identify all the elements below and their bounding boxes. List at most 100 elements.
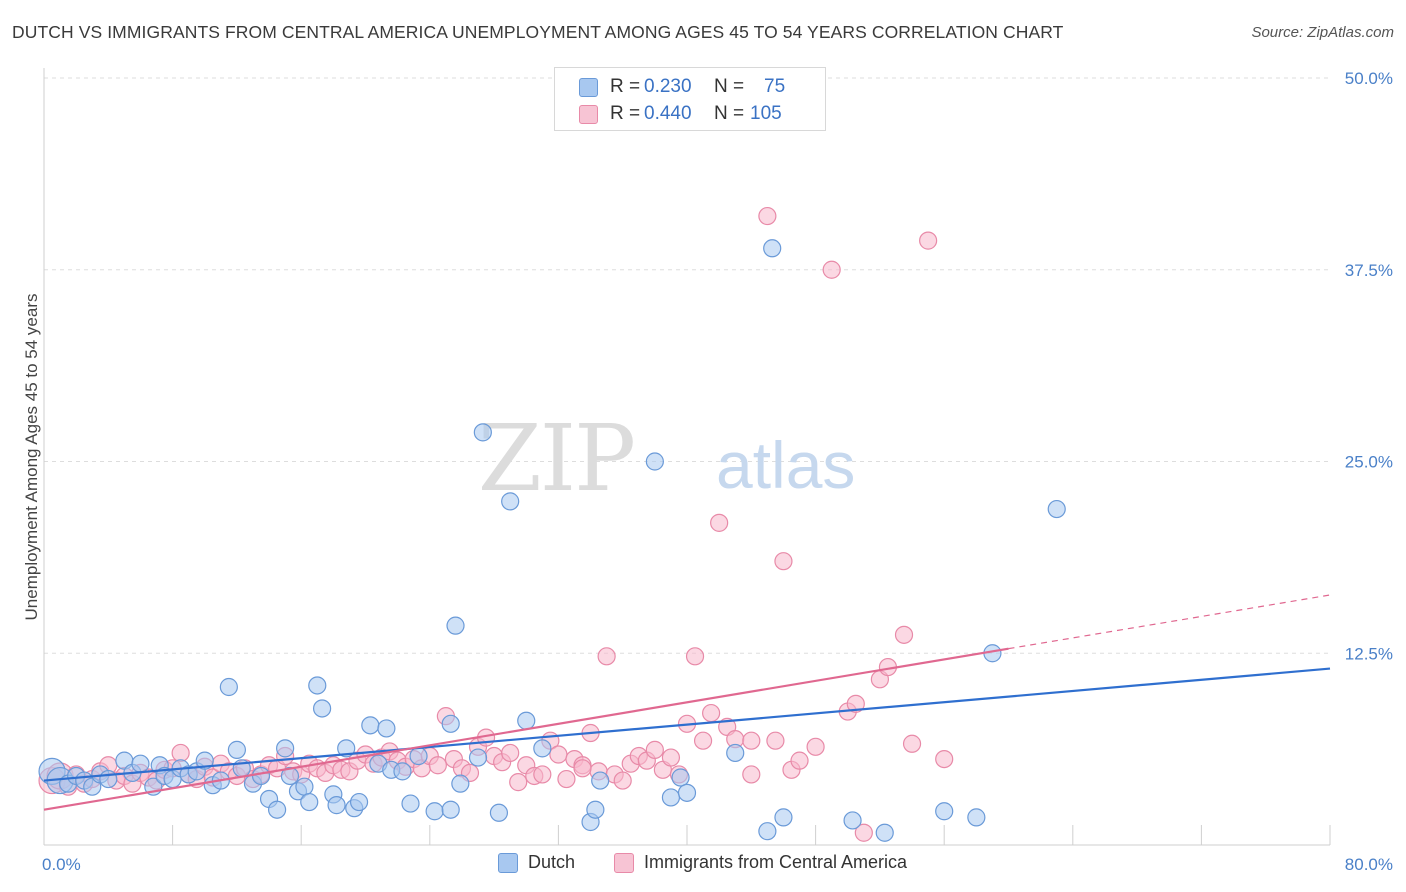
- dutch-point-27[interactable]: [267, 800, 287, 819]
- legend-row-ca: R = 0.440 N = 105: [579, 101, 782, 127]
- axes: [43, 68, 1331, 846]
- ca-point-86[interactable]: [742, 731, 761, 750]
- ca-point-100[interactable]: [919, 231, 938, 250]
- dutch-point-22[interactable]: [227, 740, 246, 759]
- source-note: Source: ZipAtlas.com: [1251, 24, 1394, 41]
- legend-item-ca[interactable]: Immigrants from Central America: [614, 852, 907, 873]
- dutch-point-66[interactable]: [758, 822, 777, 841]
- dutch-point-32[interactable]: [300, 792, 319, 812]
- dutch-point-10[interactable]: [131, 754, 150, 773]
- dutch-point-71[interactable]: [935, 802, 954, 821]
- ca-point-82[interactable]: [702, 703, 721, 723]
- watermark-atlas: atlas: [716, 428, 855, 502]
- ca-point-63[interactable]: [549, 745, 568, 764]
- ca-point-91[interactable]: [806, 737, 825, 756]
- dutch-point-72[interactable]: [967, 808, 986, 827]
- trend-line-ca: [43, 647, 1009, 811]
- dutch-point-49[interactable]: [446, 616, 465, 635]
- ca-point-75[interactable]: [645, 740, 664, 759]
- legend-r-label: R =: [610, 103, 641, 124]
- dutch-point-64[interactable]: [677, 783, 697, 802]
- legend-item-dutch[interactable]: Dutch: [498, 852, 575, 873]
- x-tick-label-max: 80.0%: [1345, 855, 1393, 874]
- dutch-point-69[interactable]: [843, 811, 862, 830]
- series-dutch-points: [38, 239, 1066, 842]
- dutch-point-67[interactable]: [763, 239, 782, 258]
- watermark: ZIP atlas: [478, 405, 856, 512]
- dutch-point-57[interactable]: [533, 739, 552, 758]
- ca-point-71[interactable]: [613, 771, 632, 790]
- ca-point-48[interactable]: [428, 756, 447, 775]
- dutch-point-39[interactable]: [349, 792, 369, 812]
- ca-point-95[interactable]: [854, 823, 873, 842]
- y-tick-label-0: 12.5%: [1345, 644, 1393, 663]
- dutch-point-40[interactable]: [361, 716, 380, 735]
- dutch-point-34[interactable]: [312, 699, 332, 718]
- ca-point-102[interactable]: [790, 751, 809, 770]
- ca-point-16[interactable]: [171, 743, 190, 763]
- ca-point-98[interactable]: [894, 625, 914, 644]
- legend-n-label: N =: [714, 103, 745, 124]
- trend-line-dutch: [43, 667, 1331, 782]
- dutch-point-33[interactable]: [308, 676, 327, 695]
- ca-point-103[interactable]: [573, 759, 592, 778]
- dutch-point-55[interactable]: [501, 492, 520, 511]
- dutch-point-44[interactable]: [393, 762, 412, 781]
- dutch-point-59[interactable]: [586, 800, 605, 819]
- ca-point-81[interactable]: [693, 731, 713, 750]
- ca-point-104[interactable]: [742, 765, 761, 784]
- ca-point-58[interactable]: [509, 773, 528, 792]
- ca-point-64[interactable]: [557, 769, 576, 789]
- ca-point-99[interactable]: [902, 734, 922, 753]
- y-axis-label: Unemployment Among Ages 45 to 54 years: [22, 294, 41, 621]
- dutch-point-42[interactable]: [377, 719, 396, 738]
- dutch-point-65[interactable]: [726, 743, 745, 763]
- dutch-point-52[interactable]: [468, 748, 488, 767]
- dutch-point-56[interactable]: [517, 711, 536, 730]
- ca-point-89[interactable]: [774, 552, 793, 571]
- dutch-point-53[interactable]: [473, 423, 492, 442]
- dutch-point-68[interactable]: [774, 808, 793, 827]
- dutch-point-36[interactable]: [327, 796, 346, 815]
- legend-n-value: 75: [764, 76, 786, 97]
- dutch-point-50[interactable]: [441, 714, 460, 733]
- dutch-point-74[interactable]: [1047, 499, 1066, 519]
- ca-point-77[interactable]: [661, 748, 681, 767]
- dutch-point-62[interactable]: [661, 788, 681, 807]
- legend-n-value: 105: [750, 103, 782, 124]
- dutch-point-28[interactable]: [276, 739, 295, 758]
- ca-point-80[interactable]: [685, 647, 705, 666]
- ca-point-92[interactable]: [822, 260, 841, 279]
- ca-point-94[interactable]: [846, 694, 865, 713]
- dutch-point-7[interactable]: [99, 769, 118, 789]
- dutch-point-70[interactable]: [875, 823, 894, 842]
- ca-point-88[interactable]: [766, 731, 785, 750]
- dutch-point-31[interactable]: [295, 777, 314, 796]
- ca-point-101[interactable]: [935, 749, 954, 769]
- dutch-point-54[interactable]: [489, 803, 509, 822]
- dutch-point-29[interactable]: [280, 766, 300, 786]
- dutch-point-37[interactable]: [337, 739, 356, 758]
- dutch-point-46[interactable]: [409, 746, 428, 766]
- dutch-point-21[interactable]: [219, 677, 238, 697]
- dutch-point-63[interactable]: [671, 768, 690, 787]
- legend-row-dutch: R = 0.230 N = 75: [579, 74, 785, 100]
- dutch-point-25[interactable]: [251, 766, 271, 786]
- dutch-point-18[interactable]: [195, 751, 214, 770]
- series-legend: Dutch Immigrants from Central America: [0, 852, 1406, 878]
- legend-n-label: N =: [714, 76, 745, 97]
- dutch-point-48[interactable]: [441, 800, 460, 819]
- ca-point-61[interactable]: [533, 765, 552, 784]
- tick-labels: 12.5% 25.0% 37.5% 50.0% 0.0% 80.0%: [42, 69, 1393, 874]
- dutch-point-51[interactable]: [451, 774, 470, 793]
- ca-point-83[interactable]: [710, 513, 729, 532]
- grid-lines: [44, 77, 1330, 654]
- ca-point-69[interactable]: [597, 647, 616, 666]
- legend-label-ca: Immigrants from Central America: [644, 852, 908, 872]
- dutch-point-60[interactable]: [591, 771, 610, 790]
- dutch-point-61[interactable]: [645, 452, 664, 471]
- ca-point-57[interactable]: [501, 743, 520, 763]
- dutch-point-47[interactable]: [425, 802, 444, 821]
- dutch-point-45[interactable]: [401, 794, 420, 813]
- ca-point-87[interactable]: [758, 206, 777, 226]
